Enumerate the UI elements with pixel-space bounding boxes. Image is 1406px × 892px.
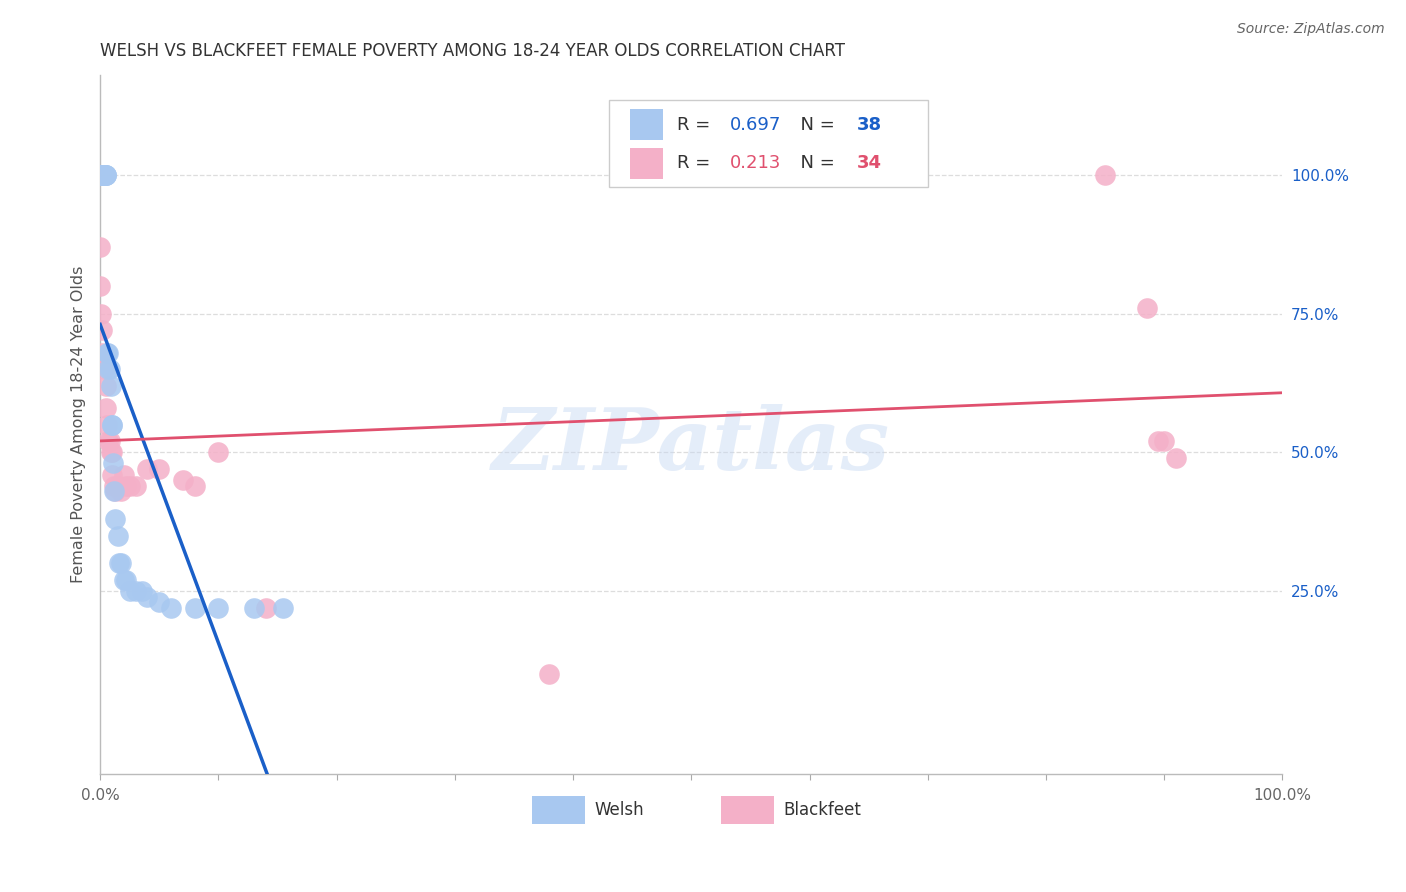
Point — [112, 573, 135, 587]
Point — [136, 590, 159, 604]
Text: ZIPatlas: ZIPatlas — [492, 404, 890, 487]
Text: R =: R = — [678, 154, 716, 172]
Point — [91, 168, 114, 182]
Point — [90, 168, 112, 182]
Point — [110, 556, 132, 570]
Point — [103, 484, 125, 499]
Point — [112, 467, 135, 482]
Point — [1094, 168, 1116, 182]
FancyBboxPatch shape — [721, 797, 775, 824]
Point — [273, 600, 295, 615]
Point — [108, 556, 131, 570]
Point — [93, 362, 115, 376]
Text: WELSH VS BLACKFEET FEMALE POVERTY AMONG 18-24 YEAR OLDS CORRELATION CHART: WELSH VS BLACKFEET FEMALE POVERTY AMONG … — [100, 42, 845, 60]
Point — [93, 168, 115, 182]
Point — [94, 168, 117, 182]
Point — [115, 573, 138, 587]
Point — [107, 528, 129, 542]
FancyBboxPatch shape — [609, 100, 928, 187]
Point — [90, 307, 112, 321]
Point — [101, 467, 124, 482]
Point — [103, 478, 125, 492]
Point — [104, 512, 127, 526]
Text: 0.697: 0.697 — [730, 116, 782, 134]
Point — [91, 168, 114, 182]
Point — [93, 168, 115, 182]
Point — [90, 168, 112, 182]
Point — [538, 667, 561, 681]
Point — [254, 600, 277, 615]
Point — [100, 445, 122, 459]
Point — [94, 401, 117, 415]
Text: N =: N = — [789, 116, 841, 134]
FancyBboxPatch shape — [630, 110, 664, 140]
Text: 34: 34 — [856, 154, 882, 172]
Point — [96, 345, 118, 359]
Point — [89, 240, 111, 254]
Point — [148, 595, 170, 609]
Text: N =: N = — [789, 154, 841, 172]
Point — [1147, 434, 1170, 449]
Point — [1135, 301, 1157, 315]
Point — [207, 600, 229, 615]
Point — [183, 600, 205, 615]
Point — [101, 457, 124, 471]
Y-axis label: Female Poverty Among 18-24 Year Olds: Female Poverty Among 18-24 Year Olds — [72, 266, 86, 583]
Point — [183, 478, 205, 492]
Point — [172, 473, 194, 487]
Text: 38: 38 — [856, 116, 882, 134]
Point — [98, 362, 121, 376]
Point — [124, 584, 146, 599]
Point — [94, 168, 117, 182]
Point — [94, 379, 117, 393]
Point — [97, 434, 120, 449]
Point — [118, 478, 141, 492]
Text: Welsh: Welsh — [595, 801, 644, 820]
Point — [207, 445, 229, 459]
Point — [101, 417, 124, 432]
Point — [97, 362, 120, 376]
Point — [118, 584, 141, 599]
Point — [89, 168, 111, 182]
FancyBboxPatch shape — [531, 797, 585, 824]
Point — [243, 600, 266, 615]
Point — [100, 379, 122, 393]
Point — [104, 484, 127, 499]
Point — [160, 600, 183, 615]
Point — [90, 168, 112, 182]
Text: Source: ZipAtlas.com: Source: ZipAtlas.com — [1237, 22, 1385, 37]
Point — [101, 445, 124, 459]
Point — [98, 434, 121, 449]
Point — [107, 478, 129, 492]
Point — [124, 478, 146, 492]
Point — [1153, 434, 1175, 449]
Point — [89, 279, 111, 293]
Point — [115, 478, 138, 492]
Point — [89, 168, 111, 182]
Point — [96, 417, 118, 432]
Text: 0.213: 0.213 — [730, 154, 782, 172]
FancyBboxPatch shape — [630, 148, 664, 178]
Point — [97, 345, 120, 359]
Point — [94, 168, 117, 182]
Point — [91, 323, 114, 337]
Point — [101, 417, 124, 432]
Point — [131, 584, 153, 599]
Point — [148, 462, 170, 476]
Point — [91, 345, 114, 359]
Point — [94, 168, 117, 182]
Text: R =: R = — [678, 116, 716, 134]
Point — [1164, 450, 1187, 465]
Point — [136, 462, 159, 476]
Point — [110, 484, 132, 499]
Text: Blackfeet: Blackfeet — [783, 801, 862, 820]
